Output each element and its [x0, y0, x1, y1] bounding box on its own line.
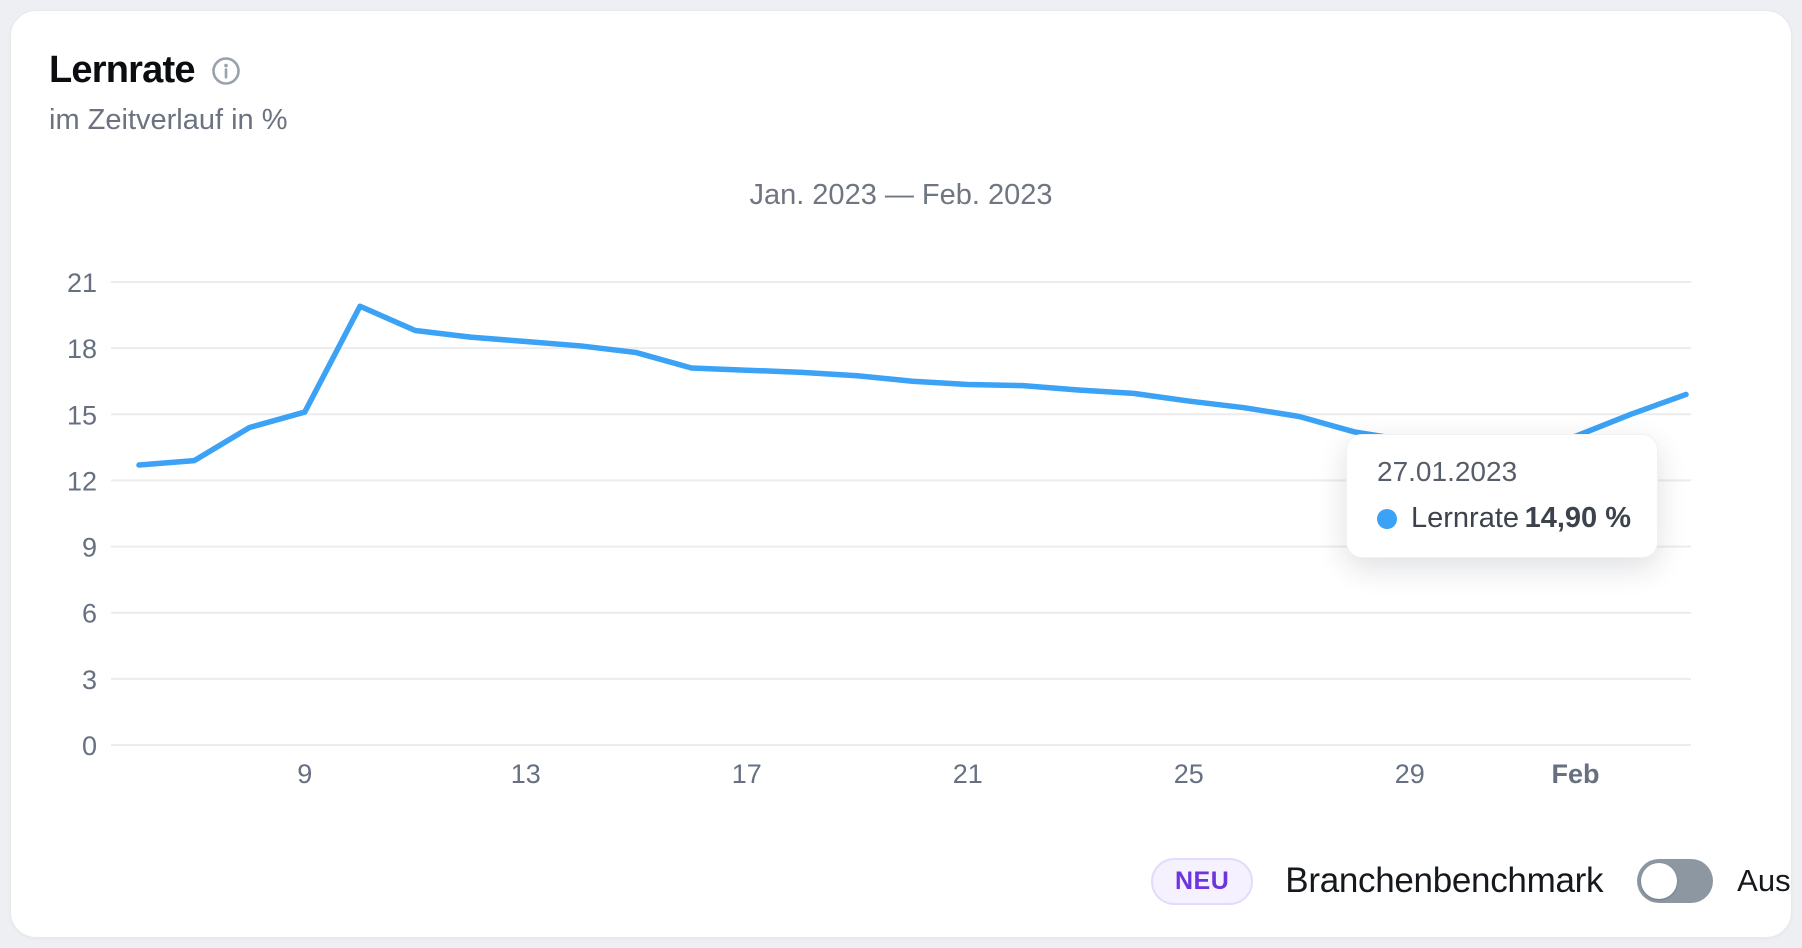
neu-badge: NEU [1151, 857, 1254, 905]
info-icon[interactable] [211, 56, 241, 86]
toggle-state-label: Aus [1737, 863, 1791, 898]
benchmark-controls: NEU Branchenbenchmark Aus [1151, 856, 1791, 906]
y-axis-tick-label: 12 [67, 466, 97, 496]
y-axis-tick-label: 9 [82, 533, 97, 563]
benchmark-toggle[interactable] [1637, 859, 1714, 903]
tooltip-value: 14,90 % [1524, 502, 1631, 534]
card-header: Lernrate im Zeitverlauf in % [49, 49, 288, 137]
tooltip-date: 27.01.2023 [1377, 456, 1518, 487]
tooltip-series-name: Lernrate [1411, 502, 1520, 534]
y-axis-tick-label: 15 [67, 400, 97, 430]
y-axis-tick-label: 3 [82, 665, 97, 695]
x-axis-tick-label: 29 [1395, 759, 1425, 789]
y-axis-tick-label: 0 [82, 731, 97, 761]
y-axis-tick-label: 18 [67, 334, 97, 364]
benchmark-label: Branchenbenchmark [1285, 861, 1604, 900]
x-axis-tick-label: 13 [511, 759, 541, 789]
tooltip-series-row: Lernrate 14,90 % [1377, 502, 1631, 535]
lernrate-card: Lernrate im Zeitverlauf in % Jan. 2023 —… [10, 10, 1792, 938]
y-axis-tick-label: 21 [67, 268, 97, 298]
x-axis-tick-label: 17 [732, 759, 762, 789]
x-axis-tick-label: Feb [1551, 759, 1599, 789]
x-axis-tick-label: 25 [1174, 759, 1204, 789]
chart-tooltip: 27.01.2023 Lernrate 14,90 % [1346, 434, 1658, 558]
card-subtitle: im Zeitverlauf in % [49, 104, 288, 136]
x-axis-tick-label: 9 [297, 759, 312, 789]
series-marker-dot [1377, 508, 1397, 529]
x-axis-tick-label: 21 [953, 759, 983, 789]
y-axis-tick-label: 6 [82, 599, 97, 629]
chart-date-range: Jan. 2023 — Feb. 2023 [749, 179, 1053, 211]
card-title: Lernrate [49, 49, 195, 91]
toggle-knob [1641, 863, 1678, 899]
